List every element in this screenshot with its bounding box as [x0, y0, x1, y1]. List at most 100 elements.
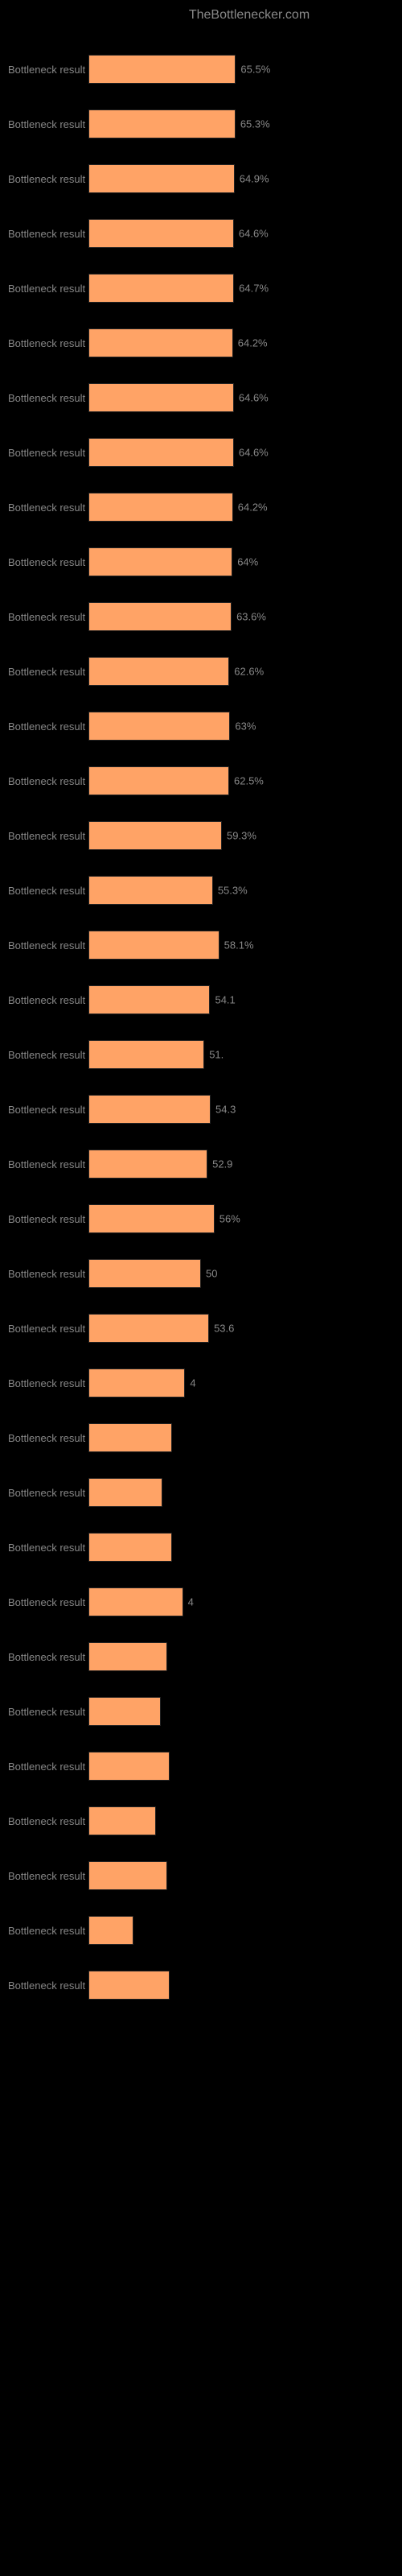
bar-wrapper: Bottleneck result	[8, 1861, 394, 1890]
bar-axis-label: Bottleneck result	[8, 830, 88, 842]
bar-axis-label: Bottleneck result	[8, 173, 88, 185]
bar	[88, 109, 236, 138]
bar-category-label	[8, 1407, 394, 1420]
bar-row: Bottleneck result4	[8, 1352, 394, 1397]
bar-row: Bottleneck result65.3%	[8, 93, 394, 138]
bar-axis-label: Bottleneck result	[8, 337, 88, 349]
bar-category-label	[8, 1790, 394, 1803]
bars-area: 59.3%	[88, 821, 394, 850]
bar	[88, 383, 234, 412]
bar-wrapper: Bottleneck result65.3%	[8, 109, 394, 138]
bar-value-label: 54.1	[215, 994, 235, 1006]
bars-area	[88, 1423, 394, 1452]
bar-category-label	[8, 39, 394, 52]
bar-axis-label: Bottleneck result	[8, 1979, 88, 1992]
bar-value-label: 4	[190, 1377, 195, 1389]
bar-value-label: 56%	[219, 1213, 240, 1225]
bar-category-label	[8, 1352, 394, 1365]
bar-wrapper: Bottleneck result64.7%	[8, 274, 394, 303]
bar-category-label	[8, 203, 394, 216]
bar-wrapper: Bottleneck result56%	[8, 1204, 394, 1233]
bar	[88, 493, 233, 522]
bar	[88, 547, 232, 576]
bar-wrapper: Bottleneck result51.	[8, 1040, 394, 1069]
bar-value-label: 64.6%	[239, 392, 269, 404]
bar-category-label	[8, 1681, 394, 1694]
bar-category-label	[8, 1298, 394, 1311]
bar-category-label	[8, 969, 394, 982]
bar-row: Bottleneck result	[8, 1681, 394, 1726]
bar-wrapper: Bottleneck result54.3	[8, 1095, 394, 1124]
bar-row: Bottleneck result 59.3%	[8, 805, 394, 850]
bar	[88, 1806, 156, 1835]
bar	[88, 1697, 161, 1726]
bars-area: 4	[88, 1587, 394, 1616]
bar-wrapper: Bottleneck result64.6%	[8, 438, 394, 467]
bar-category-label	[8, 367, 394, 380]
bars-area: 64.2%	[88, 493, 394, 522]
bar-axis-label: Bottleneck result	[8, 1761, 88, 1773]
bar	[88, 274, 234, 303]
bars-area: 63%	[88, 712, 394, 741]
bars-area: 53.6	[88, 1314, 394, 1343]
bar-wrapper: Bottleneck result 64.9%	[8, 164, 394, 193]
bar-value-label: 59.3%	[227, 830, 256, 842]
bar-wrapper: Bottleneck result	[8, 1971, 394, 2000]
bar-category-label	[8, 1188, 394, 1201]
bar-value-label: 4	[188, 1596, 194, 1608]
bar-value-label: 65.5%	[240, 64, 270, 76]
bar-row: Bottleneck result62.5%	[8, 750, 394, 795]
bar-value-label: 64%	[237, 556, 258, 568]
bar-axis-label: Bottleneck result	[8, 611, 88, 623]
bar-wrapper: Bottleneck result	[8, 1916, 394, 1945]
bars-area: 64.2%	[88, 328, 394, 357]
bar-row: Bottleneck result54.3	[8, 1079, 394, 1124]
bar-wrapper: Bottleneck result 54.1	[8, 985, 394, 1014]
bar-value-label: 52.9	[212, 1158, 232, 1170]
bar-wrapper: Bottleneck result50	[8, 1259, 394, 1288]
bar-row: Bottleneck result	[8, 1900, 394, 1945]
bar-category-label	[8, 1079, 394, 1092]
bar-row: Bottleneck result	[8, 1790, 394, 1835]
bar-row: Bottleneck result	[8, 1462, 394, 1507]
bars-area: 55.3%	[88, 876, 394, 905]
bar-wrapper: Bottleneck result 4	[8, 1587, 394, 1616]
bar-row: Bottleneck result63%	[8, 696, 394, 741]
bar-axis-label: Bottleneck result	[8, 1596, 88, 1608]
bar-row: Bottleneck result 54.1	[8, 969, 394, 1014]
bar	[88, 219, 234, 248]
bar-value-label: 62.5%	[234, 775, 264, 787]
bar-wrapper: Bottleneck result	[8, 1697, 394, 1726]
bar-category-label	[8, 531, 394, 544]
bar-category-label	[8, 1626, 394, 1639]
bar-category-label	[8, 586, 394, 599]
bar-axis-label: Bottleneck result	[8, 994, 88, 1006]
bar-value-label: 51.	[209, 1049, 224, 1061]
bar-row: Bottleneck result64.6%	[8, 422, 394, 467]
bars-area	[88, 1533, 394, 1562]
bar-value-label: 64.2%	[238, 337, 268, 349]
bars-area: 64.6%	[88, 438, 394, 467]
bar-category-label	[8, 148, 394, 161]
bar-value-label: 63.6%	[236, 611, 266, 623]
bar	[88, 1478, 162, 1507]
bar-category-label	[8, 750, 394, 763]
bar-axis-label: Bottleneck result	[8, 1870, 88, 1882]
bar-row: Bottleneck result55.3%	[8, 860, 394, 905]
bar-category-label	[8, 312, 394, 325]
bar-wrapper: Bottleneck result	[8, 1478, 394, 1507]
bar-row: Bottleneck result64%	[8, 531, 394, 576]
bar-row: Bottleneck result 64.9%	[8, 148, 394, 193]
bar-row: Bottleneck result64.6%	[8, 367, 394, 412]
bar-wrapper: Bottleneck result 59.3%	[8, 821, 394, 850]
bar-axis-label: Bottleneck result	[8, 1815, 88, 1827]
bar-category-label	[8, 1462, 394, 1475]
bar-value-label: 64.9%	[240, 173, 269, 185]
bar-axis-label: Bottleneck result	[8, 447, 88, 459]
bars-area	[88, 1861, 394, 1890]
bars-area: 54.1	[88, 985, 394, 1014]
bar-category-label	[8, 477, 394, 489]
bar-category-label	[8, 914, 394, 927]
bars-area: 64.9%	[88, 164, 394, 193]
bar-category-label	[8, 696, 394, 708]
